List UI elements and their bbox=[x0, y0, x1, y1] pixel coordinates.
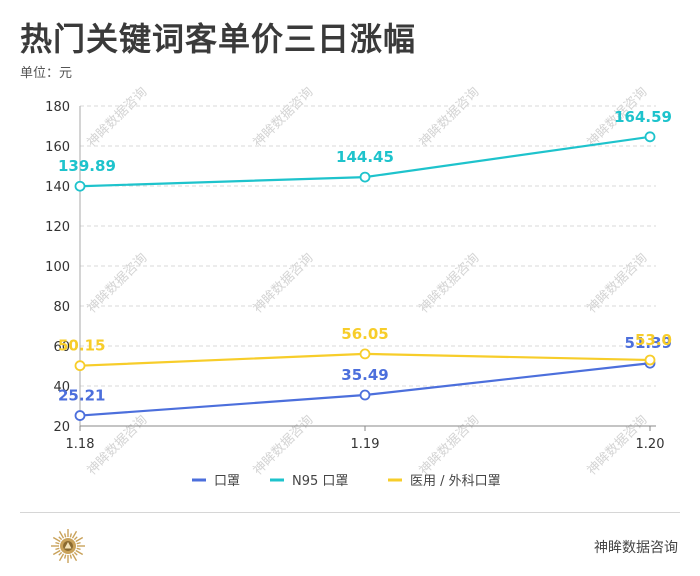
watermark-text: 神眸数据咨询 bbox=[250, 84, 316, 150]
data-point bbox=[74, 410, 86, 421]
y-tick-label: 40 bbox=[53, 380, 70, 395]
data-point bbox=[644, 131, 656, 143]
y-tick-label: 20 bbox=[53, 420, 70, 435]
y-tick-label: 180 bbox=[45, 100, 70, 115]
y-tick-label: 60 bbox=[53, 340, 70, 355]
legend-label: 医用 / 外科口罩 bbox=[410, 474, 501, 489]
data-label: 139.89 bbox=[58, 157, 116, 175]
data-label: 51.39 bbox=[625, 334, 672, 352]
data-point bbox=[74, 360, 86, 372]
series-layer bbox=[74, 131, 656, 421]
y-tick-label: 140 bbox=[45, 180, 70, 195]
legend-label: 口罩 bbox=[214, 474, 240, 489]
watermark-text: 神眸数据咨询 bbox=[84, 84, 150, 150]
data-point bbox=[644, 354, 656, 366]
x-tick-label: 1.19 bbox=[351, 437, 380, 452]
y-axis: 20 40 60 80 100 120 140 160 180 bbox=[45, 100, 81, 435]
y-tick-label: 120 bbox=[45, 220, 70, 235]
y-tick-label: 160 bbox=[45, 140, 70, 155]
data-label: 50.15 bbox=[58, 337, 105, 355]
brand-name: 神眸数据咨询 bbox=[594, 540, 678, 556]
sunburst-logo-icon bbox=[51, 529, 85, 563]
data-label: 144.45 bbox=[336, 148, 394, 166]
unit-label: 单位：元 bbox=[20, 66, 73, 81]
y-tick-label: 80 bbox=[53, 300, 70, 315]
data-point bbox=[359, 171, 371, 183]
data-label: 164.59 bbox=[614, 108, 672, 126]
legend: 口罩 N95 口罩 医用 / 外科口罩 bbox=[192, 474, 501, 489]
watermark-text: 神眸数据咨询 bbox=[250, 412, 316, 478]
x-axis: 1.18 1.19 1.20 bbox=[66, 425, 665, 452]
data-label: 56.05 bbox=[341, 325, 388, 343]
data-label: 53.0 bbox=[635, 331, 672, 349]
legend-label: N95 口罩 bbox=[292, 474, 348, 489]
y-tick-label: 100 bbox=[45, 260, 70, 275]
data-label: 25.21 bbox=[58, 387, 105, 405]
footer-divider bbox=[20, 512, 680, 513]
page-title: 热门关键词客单价三日涨幅 bbox=[20, 20, 417, 58]
data-point bbox=[359, 389, 371, 401]
data-label: 35.49 bbox=[341, 366, 388, 384]
watermark-text: 神眸数据咨询 bbox=[416, 84, 482, 150]
x-tick-label: 1.20 bbox=[636, 437, 665, 452]
data-labels: 25.21 35.49 51.39 139.89 144.45 164.59 50.15 56… bbox=[58, 108, 672, 405]
data-point bbox=[359, 348, 371, 360]
watermark-text: 神眸数据咨询 bbox=[416, 412, 482, 478]
x-tick-label: 1.18 bbox=[66, 437, 95, 452]
data-point bbox=[74, 180, 86, 192]
grid-lines bbox=[80, 105, 656, 387]
